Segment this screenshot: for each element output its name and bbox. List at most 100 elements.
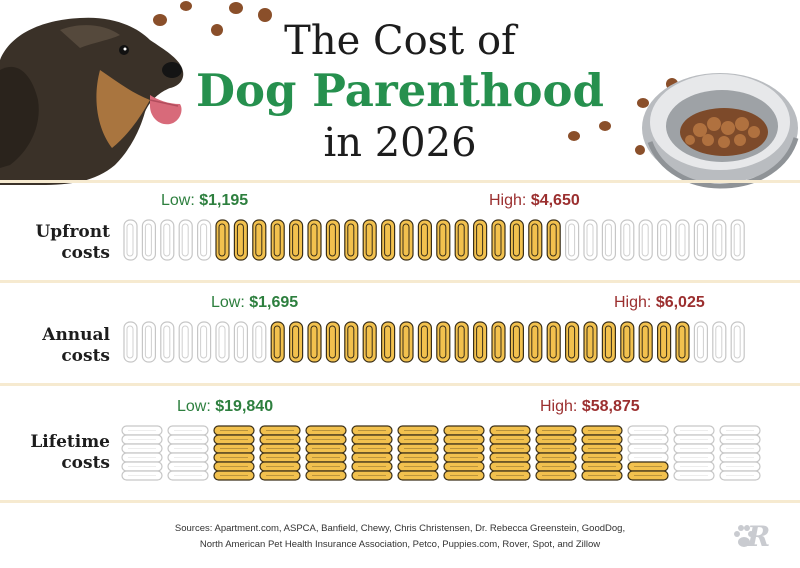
coin-stack-filled — [581, 425, 623, 481]
coin-empty — [583, 219, 598, 261]
coin-filled — [362, 219, 377, 261]
coin-filled — [233, 219, 249, 261]
coin-row-lifetime — [121, 425, 761, 481]
band-divider — [0, 180, 800, 183]
coin-filled — [546, 321, 561, 363]
coin-filled — [583, 321, 598, 363]
title-line-3: in 2026 — [323, 120, 477, 166]
coin-stack-filled — [535, 425, 577, 481]
coin-empty — [730, 321, 745, 363]
low-value: $19,840 — [215, 398, 274, 415]
row-label-line: Annual — [42, 325, 110, 345]
title-line-1: The Cost of — [284, 18, 516, 64]
coin-filled — [473, 219, 488, 261]
logo-letter: R — [747, 520, 771, 553]
high-annotation-annual: High: $6,025 — [614, 294, 705, 312]
row-label-lifetime: Lifetime costs — [18, 432, 110, 474]
row-label-line: costs — [61, 243, 110, 263]
high-value: $58,875 — [581, 398, 640, 415]
coin-empty — [638, 219, 653, 261]
band-divider — [0, 383, 800, 386]
coin-filled — [620, 321, 635, 363]
coin-row-upfront — [123, 219, 745, 261]
row-label-line: Upfront — [35, 222, 110, 242]
band-divider — [0, 280, 800, 283]
row-label-upfront: Upfront costs — [18, 222, 110, 264]
coin-filled — [601, 321, 616, 363]
coin-filled — [344, 219, 359, 261]
coin-empty — [712, 219, 727, 261]
coin-empty — [233, 321, 249, 363]
coin-filled — [656, 321, 672, 363]
coin-filled — [675, 321, 690, 363]
coin-filled — [381, 219, 396, 261]
brand-logo: R — [731, 518, 771, 554]
coin-stack-empty — [673, 425, 715, 481]
coin-empty — [178, 219, 193, 261]
coin-stack-filled — [397, 425, 439, 481]
coin-empty — [712, 321, 727, 363]
coin-filled — [509, 321, 524, 363]
low-label: Low: — [177, 398, 211, 415]
coin-filled — [491, 321, 506, 363]
coin-filled — [215, 219, 230, 261]
coin-empty — [730, 219, 745, 261]
coin-filled — [509, 219, 524, 261]
coin-filled — [307, 219, 322, 261]
coin-filled — [436, 219, 451, 261]
coin-filled — [289, 219, 304, 261]
low-value: $1,695 — [249, 294, 299, 311]
row-label-line: costs — [61, 346, 110, 366]
coin-filled — [289, 321, 304, 363]
coin-empty — [693, 321, 709, 363]
coin-filled — [436, 321, 451, 363]
row-label-annual: Annual costs — [18, 325, 110, 367]
coin-stack-filled — [489, 425, 531, 481]
coin-filled — [399, 321, 414, 363]
coin-filled — [325, 219, 340, 261]
coin-empty — [693, 219, 709, 261]
row-label-line: Lifetime — [30, 432, 110, 452]
sources-note: Sources: Apartment.com, ASPCA, Banfield,… — [120, 521, 680, 553]
low-annotation-annual: Low: $1,695 — [211, 294, 298, 312]
sources-line: North American Pet Health Insurance Asso… — [199, 539, 601, 550]
coin-stack-empty — [121, 425, 163, 481]
coin-filled — [307, 321, 322, 363]
coin-filled — [454, 321, 469, 363]
coin-empty — [178, 321, 193, 363]
coin-stack-filled — [213, 425, 255, 481]
high-annotation-upfront: High: $4,650 — [489, 192, 580, 210]
coin-stack-filled — [351, 425, 393, 481]
coin-filled — [399, 219, 414, 261]
coin-filled — [362, 321, 377, 363]
high-annotation-lifetime: High: $58,875 — [540, 398, 640, 416]
coin-empty — [601, 219, 616, 261]
coin-empty — [160, 321, 175, 363]
high-label: High: — [489, 192, 527, 209]
coin-filled — [325, 321, 340, 363]
low-label: Low: — [211, 294, 245, 311]
coin-empty — [565, 219, 580, 261]
coin-filled — [491, 219, 506, 261]
coin-filled — [417, 219, 432, 261]
low-label: Low: — [161, 192, 195, 209]
high-label: High: — [614, 294, 652, 311]
band-divider — [0, 500, 800, 503]
sources-line: Sources: Apartment.com, ASPCA, Banfield,… — [174, 523, 626, 534]
coin-filled — [473, 321, 488, 363]
row-label-line: costs — [61, 453, 110, 473]
high-value: $4,650 — [530, 192, 580, 209]
coin-empty — [675, 219, 690, 261]
coin-filled — [252, 219, 267, 261]
coin-empty — [215, 321, 230, 363]
coin-filled — [270, 321, 285, 363]
coin-stack-partial — [627, 425, 669, 481]
food-bowl-icon — [642, 73, 799, 189]
coin-empty — [252, 321, 267, 363]
coin-filled — [638, 321, 653, 363]
coin-empty — [656, 219, 672, 261]
coin-empty — [160, 219, 175, 261]
paw-icon — [734, 525, 754, 547]
coin-stack-empty — [719, 425, 761, 481]
